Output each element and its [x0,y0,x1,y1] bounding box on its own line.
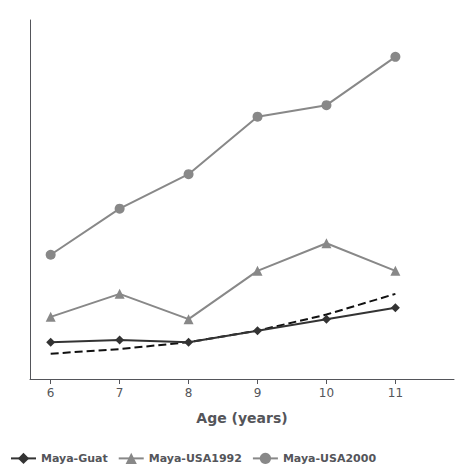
svg-text:8: 8 [185,386,193,400]
svg-text:7: 7 [116,386,124,400]
svg-text:11: 11 [388,386,403,400]
svg-text:10: 10 [319,386,334,400]
svg-text:6: 6 [47,386,55,400]
svg-text:Maya-Guat: Maya-Guat [41,452,108,465]
svg-text:Age (years): Age (years) [196,410,287,426]
svg-text:Maya-USA2000: Maya-USA2000 [283,452,377,465]
svg-text:9: 9 [254,386,262,400]
svg-text:Maya-USA1992: Maya-USA1992 [149,452,242,465]
